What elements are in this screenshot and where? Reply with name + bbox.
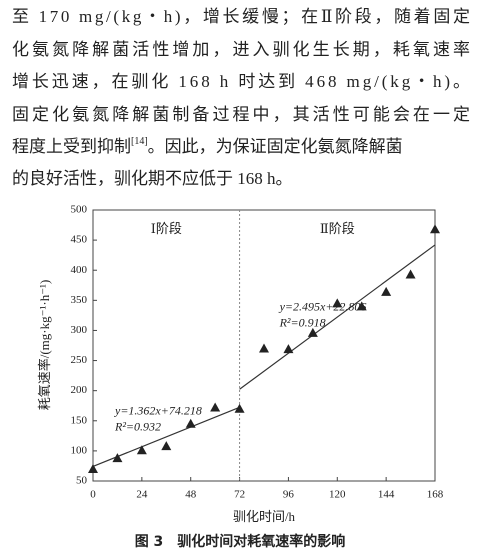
y-axis-label: 耗氧速率/(mg·kg⁻¹·h⁻¹) [37, 280, 52, 411]
fit-r2: R²=0.918 [279, 315, 326, 329]
y-tick-label: 150 [71, 414, 88, 426]
data-point [259, 343, 269, 353]
phase-label: Ⅰ阶段 [151, 221, 182, 236]
y-tick-label: 100 [71, 444, 88, 456]
y-tick-label: 200 [71, 384, 88, 396]
x-tick-label: 120 [329, 489, 346, 501]
text-line: 程度上受到抑制[14]。因此，为保证固定化氨氮降解菌 [12, 136, 403, 156]
text-line: 增长迅速，在驯化 168 h 时达到 468 mg/(kg・h)。 [12, 72, 470, 91]
text-line: 固定化氨氮降解菌制备过程中，其活性可能会在一定 [12, 105, 470, 124]
x-tick-label: 24 [136, 489, 148, 501]
text: 程度上受到抑制 [12, 137, 131, 156]
caption: 图 3 驯化时间对耗氧速率的影响 [135, 533, 346, 550]
data-point [161, 441, 172, 451]
text: 。因此，为保证固定化氨氮降解菌 [148, 137, 403, 156]
x-tick-label: 96 [283, 489, 295, 501]
y-tick-label: 500 [71, 204, 88, 216]
data-point [136, 445, 147, 455]
data-point [307, 327, 318, 337]
data-point [356, 301, 367, 311]
data-point [234, 403, 245, 413]
fit-equation: y=2.495x+22.806 [279, 299, 367, 313]
x-axis-label: 驯化时间/h [233, 509, 296, 524]
data-point [332, 298, 343, 308]
plot-frame [92, 209, 436, 482]
text-line: 的良好活性，驯化期不应低于 168 h。 [12, 169, 293, 188]
data-point [381, 286, 392, 296]
fit-equation: y=1.362x+74.218 [114, 403, 202, 417]
y-tick-label: 300 [71, 324, 88, 336]
x-tick-label: 48 [185, 489, 197, 501]
data-point [283, 344, 294, 354]
data-point [185, 418, 196, 428]
data-point [112, 453, 123, 463]
phase-label: Ⅱ阶段 [320, 221, 355, 236]
x-tick-label: 168 [427, 489, 444, 501]
y-tick-label: 400 [71, 264, 88, 276]
text-line: 至 170 mg/(kg・h)，增长缓慢；在Ⅱ阶段，随着固定 [12, 6, 470, 26]
text-line: 化氨氮降解菌活性增加，进入驯化生长期，耗氧速率 [12, 40, 470, 59]
data-point [405, 269, 416, 279]
x-tick-label: 144 [378, 489, 395, 501]
y-tick-label: 250 [71, 354, 88, 366]
y-tick-label: 50 [76, 475, 88, 487]
data-point [430, 224, 440, 234]
data-point [88, 463, 98, 473]
y-tick-label: 450 [71, 234, 88, 246]
fit-r2: R²=0.932 [114, 419, 161, 433]
data-point [210, 402, 221, 412]
fit-line [239, 244, 436, 390]
x-tick-label: 0 [90, 489, 96, 501]
y-tick-label: 350 [71, 294, 88, 306]
citation: [14] [131, 136, 148, 147]
x-tick-label: 72 [234, 489, 245, 501]
